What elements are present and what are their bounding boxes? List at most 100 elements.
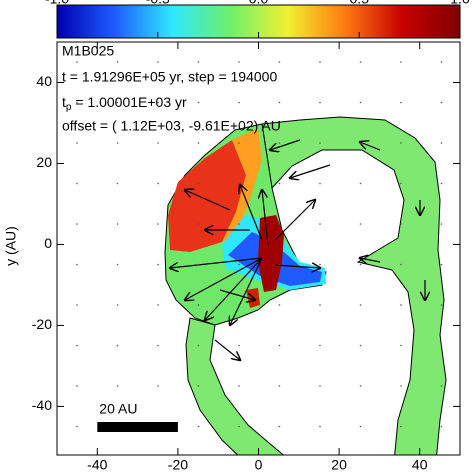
arrow [290,164,331,178]
grid-dot [197,425,200,428]
grid-dot [359,223,362,225]
x-tick-label: 40 [412,457,428,473]
grid-dot [440,101,443,104]
colorbar-tick-label: -1.0 [45,0,69,7]
grid-dot [359,142,362,144]
grid-dot [400,101,402,104]
annotation: tp = 1.00001E+03 yr [62,94,187,113]
grid-dot [197,182,200,185]
field-warm [222,128,262,242]
arrow [262,190,269,246]
grid-dot [440,182,443,185]
scale-bar-label: 20 AU [99,401,137,417]
grid-dot [197,61,200,63]
colorbar-tick-label: 0.5 [350,0,370,7]
grid-dot [278,304,281,306]
grid-dot [157,263,159,266]
grid-dot [278,385,281,387]
grid-dot [359,344,362,347]
grid-dot [319,61,321,63]
annotation: t = 1.91296E+05 yr, step = 194000 [62,69,277,85]
grid-dot [440,344,443,347]
colorbar-tick-label: -0.5 [146,0,170,7]
grid-dot [76,344,78,347]
arrow [360,142,381,151]
grid-dot [157,61,159,63]
grid-dot [400,304,402,306]
grid-dot [278,344,281,347]
arrow [214,339,240,360]
grid-dot [116,304,119,306]
annotation-symbol: t [62,94,66,110]
grid-dot [238,223,240,225]
grid-dot [359,182,362,185]
y-tick-label: 20 [36,154,52,170]
colorbar-tick-label: 0.0 [249,0,269,7]
grid-dot [238,101,240,104]
grid-dot [400,223,402,225]
grid-dot [278,101,281,104]
grid-dot [359,61,362,63]
grid-dot [76,101,78,104]
field-hot [168,140,246,252]
grid-dot [238,385,240,387]
grid-dot [76,385,78,387]
annotation: M1B025 [62,43,114,59]
grid-dot [197,385,200,387]
grid-dot [440,304,443,306]
x-tick-label: 20 [331,457,347,473]
grid-dot [116,101,119,104]
grid-dot [197,304,200,306]
grid-dot [319,142,321,144]
grid-dot [238,61,240,63]
grid-dot [278,223,281,225]
grid-dot [278,263,281,266]
grid-dot [116,223,119,225]
grid-dot [319,425,321,428]
grid-dot [116,142,119,144]
x-tick-label: -40 [87,457,107,473]
grid-dot [400,263,402,266]
scale-bar [97,422,178,432]
x-tick-label: 0 [255,457,263,473]
arrow [170,257,263,268]
y-axis-label: y (AU) [3,226,19,266]
grid-dot [440,61,443,63]
grid-dot [157,101,159,104]
grid-dot [197,101,200,104]
grid-dot [400,182,402,185]
grid-dot [116,182,119,185]
colorbar-tick-label: 1.0 [450,0,470,7]
grid-dot [238,425,240,428]
grid-dot [359,425,362,428]
grid-dot [76,304,78,306]
arrow [185,190,231,211]
grid-dot [319,304,321,306]
arrow [240,185,263,241]
grid-dot [238,304,240,306]
grid-dot [278,425,281,428]
grid-dot [157,304,159,306]
grid-dot [76,182,78,185]
grid-dot [238,263,240,266]
grid-dot [319,182,321,185]
arrow [205,257,263,320]
grid-dot [440,142,443,144]
grid-dot [157,182,159,185]
y-tick-label: -20 [32,316,52,332]
grid-dot [238,344,240,347]
y-tick-label: -40 [32,397,52,413]
field-core [258,215,284,292]
annotation-subscript: p [66,102,72,113]
velocity-arrows [170,139,425,360]
grid-dot [440,425,443,428]
grid-dot [197,142,200,144]
grid-dot [319,101,321,104]
grid-dot [440,385,443,387]
grid-dot [440,263,443,266]
x-tick-label: -20 [168,457,188,473]
arrow [360,258,381,262]
grid-dot [400,61,402,63]
grid-dot [319,263,321,266]
